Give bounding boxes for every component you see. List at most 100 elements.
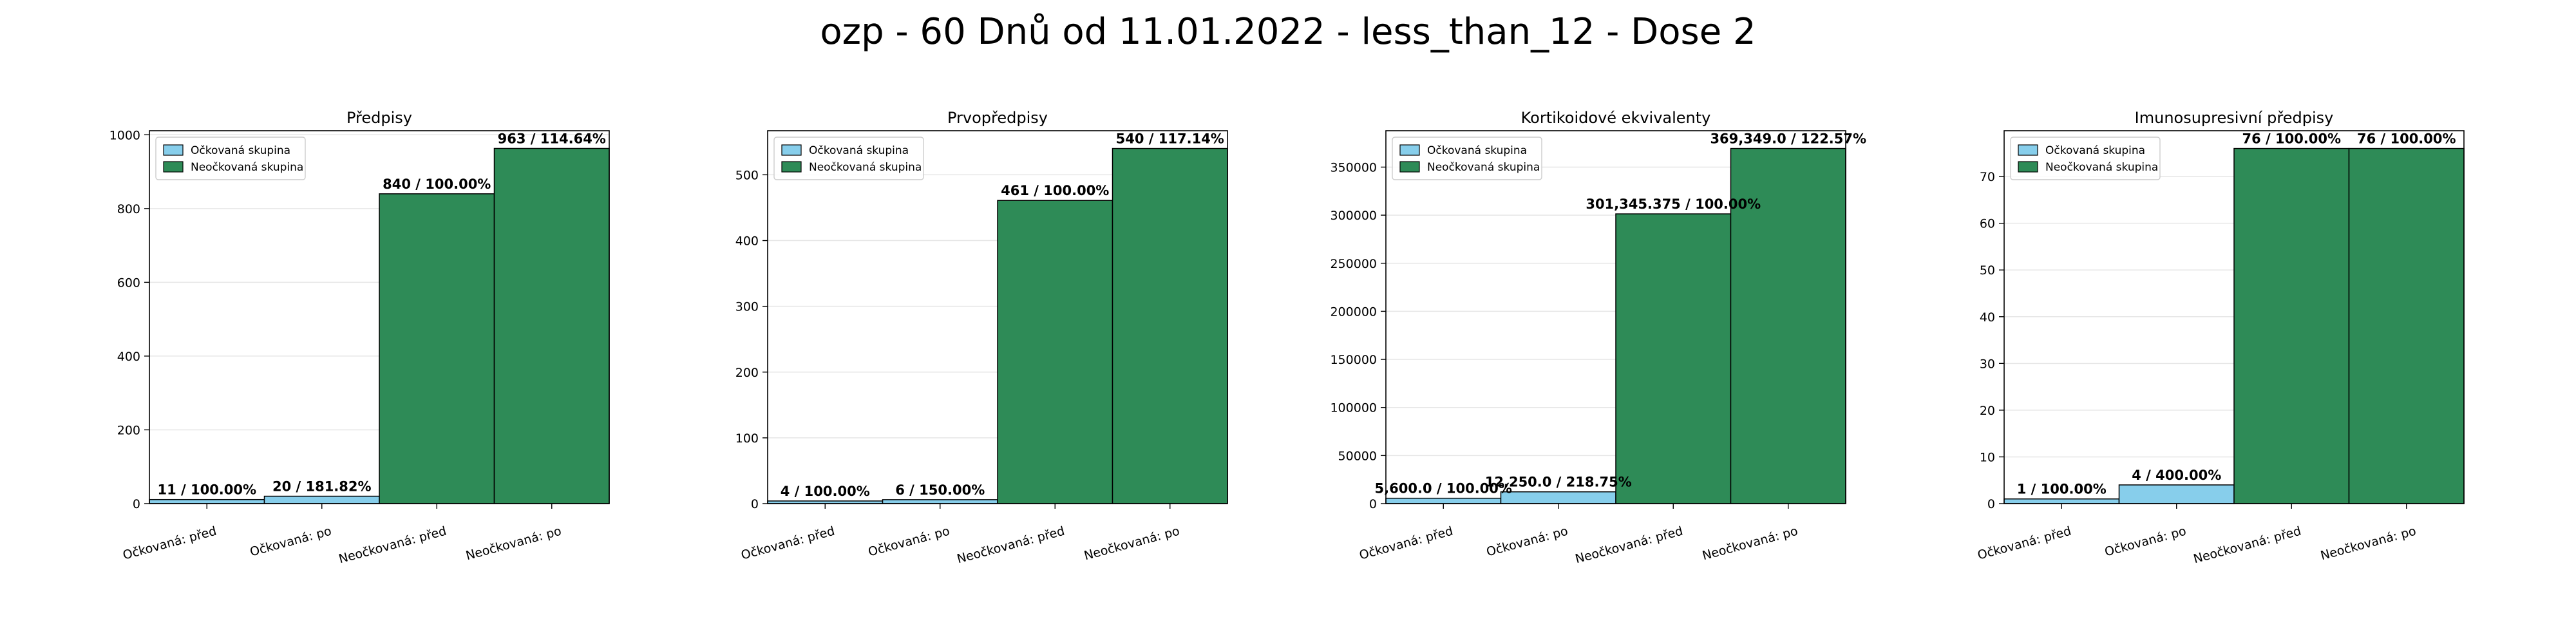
bar-value-label: 461 / 100.00% [1001, 183, 1109, 198]
y-tick-label: 0 [1987, 497, 1995, 511]
bar-value-label: 963 / 114.64% [498, 131, 606, 146]
legend-label: Očkovaná skupina [2045, 144, 2145, 157]
legend-label: Neočkovaná skupina [1427, 161, 1540, 174]
axes-frame [149, 130, 610, 504]
bar [882, 499, 998, 504]
legend-swatch [2018, 161, 2038, 173]
y-tick-label: 50 [1980, 263, 1995, 278]
y-tick-label: 0 [1369, 497, 1377, 511]
bar [2118, 484, 2235, 504]
chart-prvopredpisy: 0 100 200 300 400 500 Očkovaná: před Očkovaná: … [735, 109, 1228, 567]
y-tick-label: 10 [1980, 450, 1995, 464]
y-tick-label: 200 [735, 366, 759, 380]
x-tick-label: Očkovaná: před [1976, 524, 2072, 563]
bar [2348, 147, 2465, 504]
y-tick-label: 400 [735, 234, 759, 249]
x-tick-label: Neočkovaná: po [464, 524, 563, 564]
chart-predpisy: 0 200 400 600 800 1000 Očkovaná: před Očkovaná:… [109, 109, 610, 567]
legend-swatch [781, 144, 802, 156]
x-tick-label: Očkovaná: po [867, 524, 951, 560]
bar [493, 147, 610, 504]
legend-swatch [781, 161, 802, 173]
x-tick-label: Očkovaná: po [249, 524, 333, 560]
y-tick-label: 0 [751, 497, 759, 511]
y-tick-label: 200000 [1330, 305, 1377, 319]
y-tick-label: 100000 [1330, 401, 1377, 415]
legend-label: Očkovaná skupina [1427, 144, 1527, 157]
y-tick-label: 0 [133, 497, 140, 511]
x-tick-label: Neočkovaná: před [337, 524, 448, 567]
axes-frame [2003, 130, 2465, 504]
y-tick-label: 200 [117, 423, 140, 437]
legend-label: Očkovaná skupina [191, 144, 290, 157]
y-tick-label: 250000 [1330, 257, 1377, 271]
y-tick-label: 350000 [1330, 160, 1377, 175]
x-tick-label: Očkovaná: po [2103, 524, 2188, 560]
y-tick-label: 150000 [1330, 353, 1377, 367]
figure-title: ozp - 60 Dnů od 11.01.2022 - less_than_1… [820, 11, 1756, 53]
y-tick-label: 100 [735, 431, 759, 446]
bar [1385, 497, 1502, 504]
x-tick-label: Neočkovaná: po [1083, 524, 1181, 564]
bar [2233, 147, 2350, 504]
legend-label: Neočkovaná skupina [2045, 161, 2158, 174]
y-tick-label: 800 [117, 202, 140, 216]
bar-value-label: 4 / 100.00% [781, 484, 870, 499]
bar [997, 200, 1113, 504]
chart-title: Předpisy [346, 109, 412, 127]
legend-box [773, 137, 924, 180]
bar-value-label: 369,349.0 / 122.57% [1710, 131, 1866, 147]
chart-imunosupresivni-predpisy: 0 10 20 30 40 50 60 70 Očkovaná: před Očkovaná: p… [1976, 109, 2465, 566]
chart-title: Prvopředpisy [947, 109, 1048, 127]
bar-value-label: 20 / 181.82% [272, 479, 372, 495]
legend-swatch [163, 161, 184, 173]
legend-swatch [1399, 144, 1420, 156]
bar [149, 498, 265, 504]
legend-swatch [2018, 144, 2038, 156]
legend-swatch [1399, 161, 1420, 173]
bar [1615, 213, 1732, 504]
x-tick-label: Očkovaná: po [1485, 524, 1569, 560]
legend-label: Neočkovaná skupina [809, 161, 922, 174]
x-tick-label: Očkovaná: před [121, 524, 218, 563]
bar-value-label: 11 / 100.00% [157, 482, 256, 498]
bar-value-label: 5,600.0 / 100.00% [1375, 481, 1512, 497]
chart-title: Imunosupresivní předpisy [2135, 109, 2334, 127]
bar [2003, 498, 2120, 504]
y-tick-label: 70 [1980, 170, 1995, 184]
bar-value-label: 4 / 400.00% [2132, 468, 2221, 483]
legend-swatch [163, 144, 184, 156]
axes-frame [767, 130, 1228, 504]
legend-box [2010, 137, 2161, 180]
bar-value-label: 301,345.375 / 100.00% [1586, 196, 1761, 212]
bar-value-label: 840 / 100.00% [383, 176, 491, 192]
x-tick-label: Očkovaná: před [739, 524, 836, 563]
y-tick-label: 60 [1980, 217, 1995, 231]
legend-label: Neočkovaná skupina [191, 161, 303, 174]
axes-frame [1385, 130, 1846, 504]
bar-value-label: 12,250.0 / 218.75% [1485, 475, 1632, 490]
bar [1112, 147, 1228, 504]
bar [263, 495, 380, 504]
chart-title: Kortikoidové ekvivalenty [1521, 109, 1711, 127]
y-tick-label: 500 [735, 168, 759, 182]
bar [1730, 147, 1846, 504]
x-tick-label: Neočkovaná: po [1701, 524, 1799, 564]
y-tick-label: 1000 [109, 128, 140, 142]
x-tick-label: Očkovaná: před [1358, 524, 1454, 563]
x-tick-label: Neočkovaná: před [1574, 524, 1685, 567]
bar-value-label: 76 / 100.00% [2357, 131, 2456, 147]
bar-value-label: 6 / 150.00% [895, 482, 985, 498]
bar [379, 193, 495, 504]
legend-label: Očkovaná skupina [809, 144, 909, 157]
x-tick-label: Neočkovaná: před [956, 524, 1066, 567]
y-tick-label: 300000 [1330, 209, 1377, 223]
legend-box [155, 137, 306, 180]
y-tick-label: 20 [1980, 404, 1995, 418]
bar-value-label: 540 / 117.14% [1116, 131, 1224, 147]
bar [1500, 491, 1616, 504]
y-tick-label: 30 [1980, 357, 1995, 371]
y-tick-label: 40 [1980, 310, 1995, 325]
bar-value-label: 1 / 100.00% [2017, 482, 2107, 497]
